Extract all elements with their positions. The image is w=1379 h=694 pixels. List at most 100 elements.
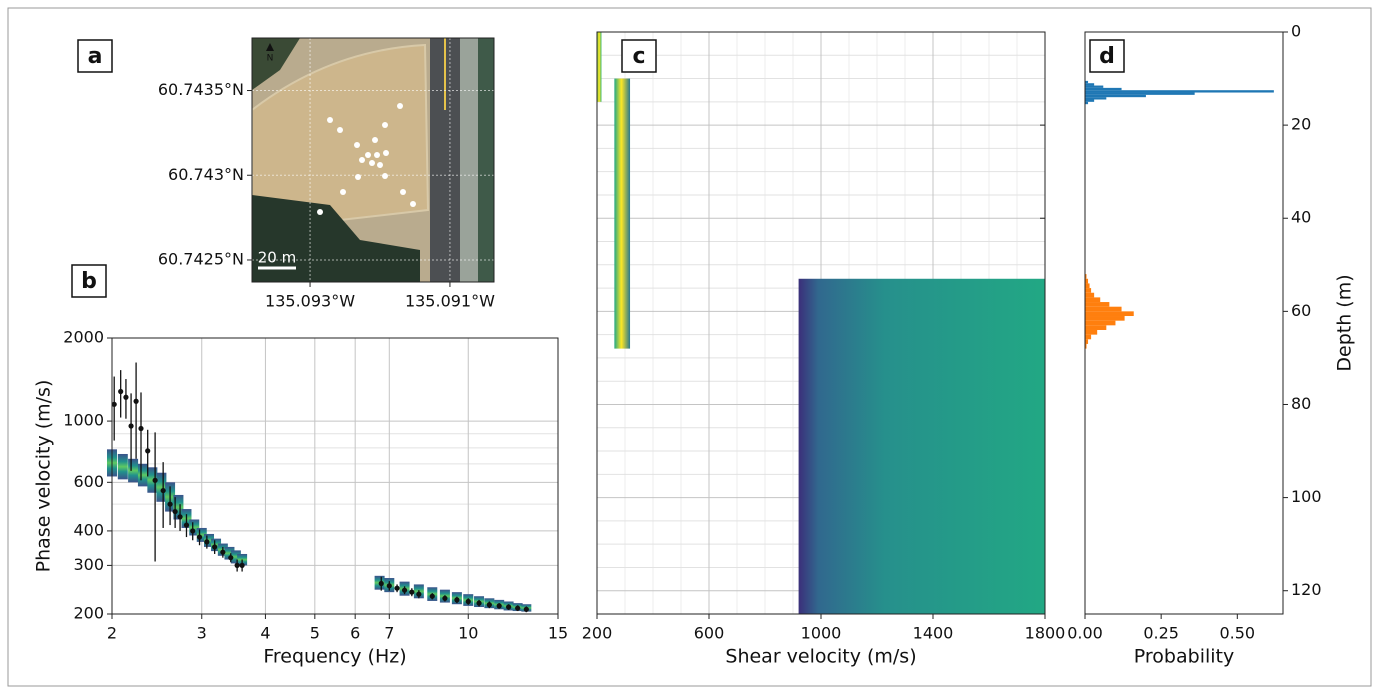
scale-label: 20 m: [258, 249, 296, 267]
data-point: [220, 550, 225, 555]
x-tick-label: 0.50: [1219, 624, 1255, 643]
data-point: [235, 563, 240, 568]
x-axis-label: Probability: [1134, 646, 1234, 668]
histogram-bar: [1085, 95, 1146, 97]
data-point: [153, 478, 158, 483]
band-segment: [156, 473, 166, 502]
data-point: [430, 594, 435, 599]
x-tick-label: 10: [458, 624, 478, 643]
y-tick-label: 60: [1291, 301, 1311, 320]
histogram-bar: [1085, 311, 1134, 316]
data-point: [197, 534, 202, 539]
histogram-bar: [1085, 325, 1106, 330]
x-tick-label: 600: [694, 624, 725, 643]
y-tick-label: 400: [73, 520, 104, 539]
histogram-bar: [1085, 86, 1103, 88]
y-tick-label: 60.743°N: [168, 165, 244, 184]
panel-label: d: [1099, 44, 1115, 69]
data-point: [476, 601, 481, 606]
data-point: [167, 502, 172, 507]
y-tick-label: 60.7435°N: [158, 80, 244, 99]
band-segment: [118, 454, 128, 479]
data-point: [402, 588, 407, 593]
x-tick-label: 5: [310, 624, 320, 643]
x-tick-label: 0.25: [1143, 624, 1179, 643]
density-region: [799, 279, 1045, 614]
y-tick-label: 100: [1291, 487, 1322, 506]
y-tick-label: 600: [73, 472, 104, 491]
data-point: [416, 592, 421, 597]
x-tick-label: 1000: [801, 624, 842, 643]
histogram-bar: [1085, 335, 1091, 340]
x-axis-label: Frequency (Hz): [263, 646, 406, 668]
density-region: [597, 32, 601, 102]
y-axis-label: Phase velocity (m/s): [33, 380, 55, 573]
data-point: [212, 544, 217, 549]
data-point: [118, 389, 123, 394]
histogram-bar: [1085, 321, 1115, 326]
data-point: [394, 586, 399, 591]
histogram-bar: [1085, 93, 1195, 95]
x-tick-label: 1400: [913, 624, 954, 643]
data-point: [128, 423, 133, 428]
x-tick-label: 6: [350, 624, 360, 643]
y-tick-label: 40: [1291, 208, 1311, 227]
histogram-bar: [1085, 302, 1109, 307]
data-point: [506, 604, 511, 609]
y-tick-label: 2000: [63, 328, 104, 347]
x-tick-label: 1800: [1025, 624, 1066, 643]
y-tick-label: 1000: [63, 411, 104, 430]
data-point: [138, 426, 143, 431]
histogram-bar: [1085, 83, 1094, 85]
data-point: [161, 488, 166, 493]
data-point: [240, 563, 245, 568]
y-tick-label: 60.7425°N: [158, 249, 244, 268]
data-point: [515, 606, 520, 611]
density-region: [614, 79, 630, 349]
data-point: [387, 583, 392, 588]
y-tick-label: 20: [1291, 115, 1311, 134]
histogram-bar: [1085, 88, 1122, 90]
x-tick-label: 0.00: [1067, 624, 1103, 643]
data-point: [487, 602, 492, 607]
histogram-bar: [1085, 297, 1100, 302]
panel-label: b: [81, 269, 97, 294]
x-tick-label: 135.093°W: [265, 292, 355, 311]
map-image: [252, 38, 494, 282]
plot-area: [112, 338, 558, 614]
panel-label: c: [632, 44, 645, 69]
data-point: [177, 514, 182, 519]
data-point: [524, 607, 529, 612]
data-point: [190, 528, 195, 533]
histogram-bar: [1085, 293, 1094, 298]
data-point: [145, 448, 150, 453]
x-tick-label: 135.091°W: [405, 292, 495, 311]
north-label: N: [267, 54, 274, 64]
data-point: [442, 596, 447, 601]
x-tick-label: 15: [548, 624, 568, 643]
data-point: [173, 509, 178, 514]
data-point: [184, 522, 189, 527]
figure: 135.093°W 135.091°W 60.7425°N 60.743°N 60.74…: [0, 0, 1379, 694]
data-point: [466, 599, 471, 604]
data-point: [454, 597, 459, 602]
band-segment: [128, 459, 138, 483]
band-segment: [138, 464, 148, 487]
histogram-bar: [1085, 288, 1091, 293]
x-tick-label: 200: [582, 624, 613, 643]
y-tick-label: 0: [1291, 22, 1301, 41]
x-tick-label: 7: [384, 624, 394, 643]
y-tick-label: 300: [73, 555, 104, 574]
y-axis-label: Depth (m): [1334, 274, 1356, 371]
data-point: [497, 603, 502, 608]
y-tick-label: 80: [1291, 394, 1311, 413]
histogram-bar: [1085, 97, 1106, 99]
histogram-bar: [1085, 330, 1097, 335]
histogram-bar: [1085, 316, 1125, 321]
x-tick-label: 3: [197, 624, 207, 643]
data-point: [204, 539, 209, 544]
data-point: [123, 395, 128, 400]
histogram-bar: [1085, 90, 1274, 92]
histogram-bar: [1085, 100, 1094, 102]
histogram-bar: [1085, 307, 1122, 312]
